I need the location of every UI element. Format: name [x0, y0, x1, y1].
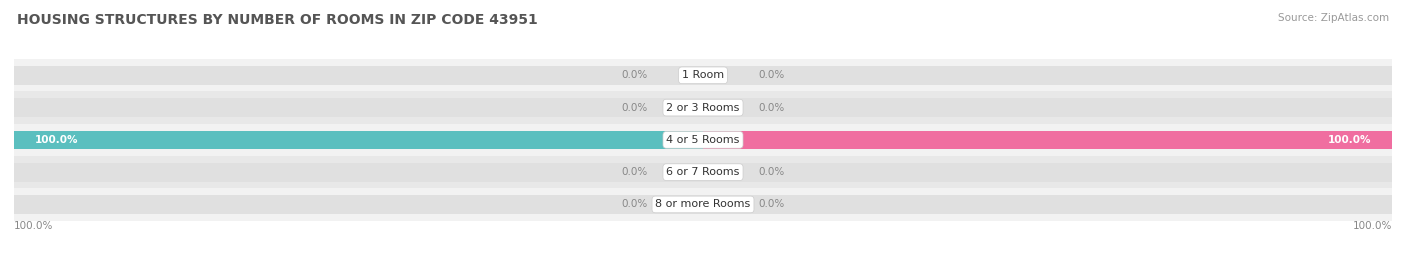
Text: 4 or 5 Rooms: 4 or 5 Rooms — [666, 135, 740, 145]
Bar — [14, 59, 1392, 91]
Text: 0.0%: 0.0% — [758, 167, 785, 177]
Bar — [703, 163, 1392, 182]
Text: HOUSING STRUCTURES BY NUMBER OF ROOMS IN ZIP CODE 43951: HOUSING STRUCTURES BY NUMBER OF ROOMS IN… — [17, 13, 537, 27]
Bar — [703, 195, 1392, 214]
Text: 100.0%: 100.0% — [1353, 221, 1392, 231]
Bar — [14, 91, 1392, 124]
Bar — [703, 130, 1392, 149]
Text: 0.0%: 0.0% — [621, 102, 648, 113]
Text: 0.0%: 0.0% — [758, 199, 785, 210]
Bar — [14, 66, 703, 85]
Text: Source: ZipAtlas.com: Source: ZipAtlas.com — [1278, 13, 1389, 23]
Text: 1 Room: 1 Room — [682, 70, 724, 80]
Text: 6 or 7 Rooms: 6 or 7 Rooms — [666, 167, 740, 177]
Bar — [14, 98, 703, 117]
Bar — [14, 156, 1392, 188]
Bar — [14, 130, 703, 149]
Text: 8 or more Rooms: 8 or more Rooms — [655, 199, 751, 210]
Bar — [14, 163, 703, 182]
Text: 0.0%: 0.0% — [621, 70, 648, 80]
Text: 0.0%: 0.0% — [758, 102, 785, 113]
Text: 100.0%: 100.0% — [35, 135, 79, 145]
Bar — [703, 130, 1392, 149]
Text: 0.0%: 0.0% — [758, 70, 785, 80]
Bar — [703, 66, 1392, 85]
Bar — [14, 195, 703, 214]
Bar — [14, 130, 703, 149]
Text: 0.0%: 0.0% — [621, 167, 648, 177]
Text: 100.0%: 100.0% — [14, 221, 53, 231]
Text: 0.0%: 0.0% — [621, 199, 648, 210]
Bar — [14, 124, 1392, 156]
Text: 2 or 3 Rooms: 2 or 3 Rooms — [666, 102, 740, 113]
Bar — [703, 98, 1392, 117]
Text: 100.0%: 100.0% — [1327, 135, 1371, 145]
Bar — [14, 188, 1392, 221]
